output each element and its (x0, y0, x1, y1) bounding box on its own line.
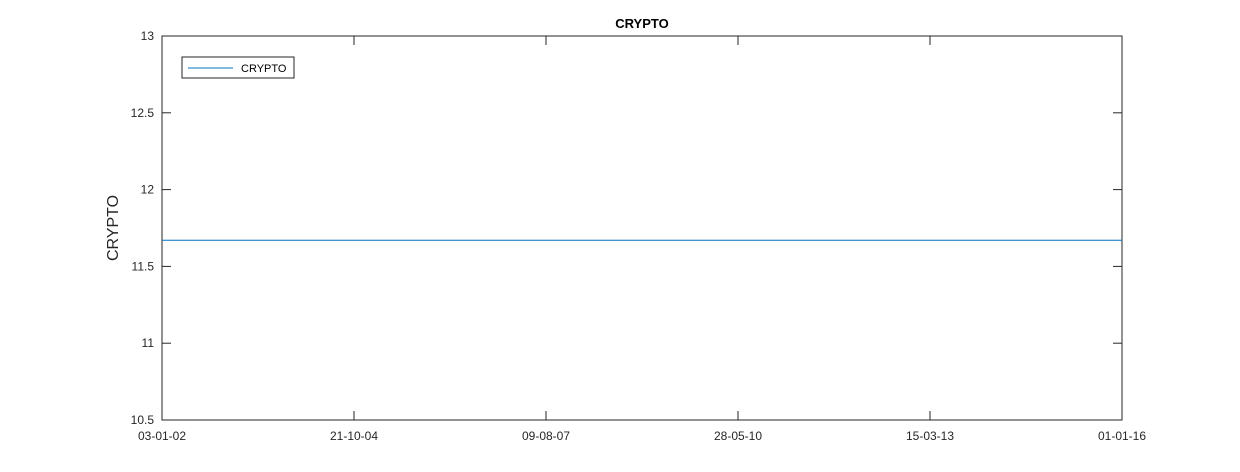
x-tick-label: 01-01-16 (1098, 429, 1146, 443)
x-tick-label: 15-03-13 (906, 429, 954, 443)
x-tick-label: 21-10-04 (330, 429, 378, 443)
y-tick-label: 11 (142, 336, 155, 350)
legend: CRYPTO (181, 56, 295, 79)
x-tick-label: 03-01-02 (138, 429, 186, 443)
x-tick-label: 09-08-07 (522, 429, 570, 443)
plot-area (161, 35, 1123, 421)
y-tick-label: 13 (141, 29, 155, 43)
y-axis-label: CRYPTO (105, 195, 122, 261)
chart-title: CRYPTO (615, 16, 668, 31)
legend-box (181, 56, 295, 79)
axes-box (161, 35, 1123, 421)
y-axis: 10.5 11 11.5 12 12.5 13 (131, 29, 1122, 427)
y-tick-label: 10.5 (131, 413, 155, 427)
x-axis: 03-01-02 21-10-04 09-08-07 28-05-10 15-03-13… (138, 36, 1146, 443)
y-tick-label: 12 (141, 183, 155, 197)
x-tick-label: 28-05-10 (714, 429, 762, 443)
legend-entry-label: CRYPTO (241, 63, 287, 75)
y-tick-label: 12.5 (131, 106, 155, 120)
y-tick-label: 11.5 (132, 259, 155, 273)
